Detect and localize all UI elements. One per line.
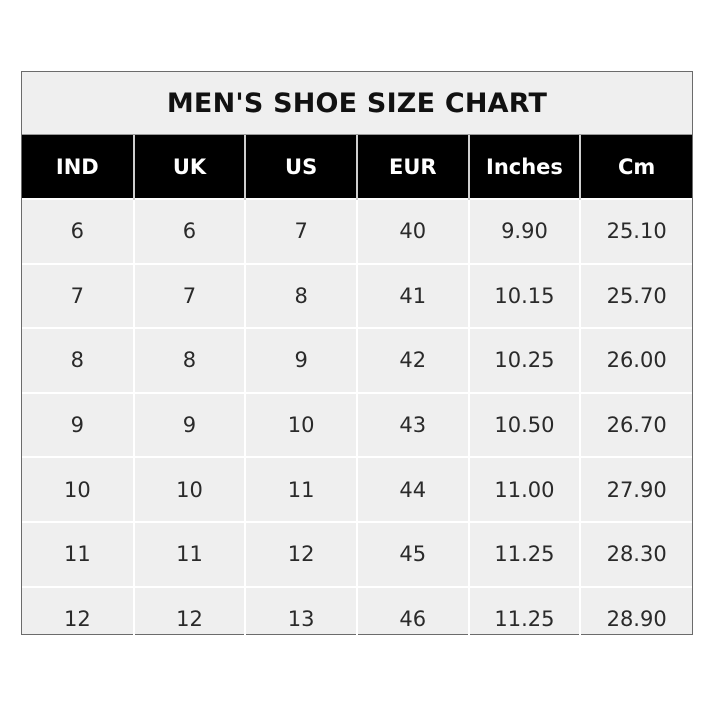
table-row: 7 7 8 41 10.15 25.70 bbox=[22, 262, 692, 329]
cell-inches: 11.00 bbox=[467, 456, 581, 522]
cell-ind: 9 bbox=[22, 391, 134, 458]
cell-eur: 43 bbox=[355, 391, 469, 458]
column-header-uk: UK bbox=[132, 135, 246, 199]
cell-us: 11 bbox=[244, 456, 357, 522]
cell-inches: 11.25 bbox=[467, 585, 581, 651]
cell-cm: 28.30 bbox=[579, 520, 692, 587]
cell-cm: 26.00 bbox=[579, 327, 692, 393]
cell-inches: 10.50 bbox=[467, 391, 581, 458]
cell-ind: 10 bbox=[22, 456, 134, 522]
table-row: 6 6 7 40 9.90 25.10 bbox=[22, 198, 692, 264]
cell-uk: 6 bbox=[132, 198, 246, 264]
cell-ind: 11 bbox=[22, 520, 134, 587]
size-table: IND UK US EUR Inches Cm 6 6 7 40 9.90 25.10 7 7 8 41 10… bbox=[22, 135, 692, 651]
cell-us: 13 bbox=[244, 585, 357, 651]
cell-cm: 27.90 bbox=[579, 456, 692, 522]
cell-eur: 41 bbox=[355, 262, 469, 329]
cell-uk: 7 bbox=[132, 262, 246, 329]
cell-inches: 9.90 bbox=[467, 198, 581, 264]
cell-uk: 8 bbox=[132, 327, 246, 393]
cell-cm: 25.70 bbox=[579, 262, 692, 329]
cell-eur: 45 bbox=[355, 520, 469, 587]
cell-inches: 11.25 bbox=[467, 520, 581, 587]
cell-eur: 42 bbox=[355, 327, 469, 393]
size-chart: MEN'S SHOE SIZE CHART IND UK US EUR Inches Cm… bbox=[21, 71, 693, 651]
table-row: 9 9 10 43 10.50 26.70 bbox=[22, 391, 692, 458]
cell-us: 9 bbox=[244, 327, 357, 393]
column-header-cm: Cm bbox=[579, 135, 692, 199]
cell-uk: 11 bbox=[132, 520, 246, 587]
table-row: 12 12 13 46 11.25 28.90 bbox=[22, 585, 692, 651]
column-header-ind: IND bbox=[22, 135, 134, 199]
table-row: 8 8 9 42 10.25 26.00 bbox=[22, 327, 692, 393]
cell-cm: 25.10 bbox=[579, 198, 692, 264]
cell-eur: 40 bbox=[355, 198, 469, 264]
cell-us: 8 bbox=[244, 262, 357, 329]
chart-title: MEN'S SHOE SIZE CHART bbox=[22, 72, 692, 135]
cell-eur: 46 bbox=[355, 585, 469, 651]
cell-us: 10 bbox=[244, 391, 357, 458]
cell-us: 12 bbox=[244, 520, 357, 587]
cell-uk: 12 bbox=[132, 585, 246, 651]
table-row: 11 11 12 45 11.25 28.30 bbox=[22, 520, 692, 587]
column-header-us: US bbox=[244, 135, 357, 199]
cell-ind: 8 bbox=[22, 327, 134, 393]
cell-ind: 7 bbox=[22, 262, 134, 329]
cell-cm: 28.90 bbox=[579, 585, 692, 651]
cell-inches: 10.25 bbox=[467, 327, 581, 393]
cell-cm: 26.70 bbox=[579, 391, 692, 458]
column-header-eur: EUR bbox=[355, 135, 469, 199]
cell-ind: 6 bbox=[22, 198, 134, 264]
cell-ind: 12 bbox=[22, 585, 134, 651]
cell-eur: 44 bbox=[355, 456, 469, 522]
cell-uk: 9 bbox=[132, 391, 246, 458]
cell-inches: 10.15 bbox=[467, 262, 581, 329]
table-row: 10 10 11 44 11.00 27.90 bbox=[22, 456, 692, 522]
cell-uk: 10 bbox=[132, 456, 246, 522]
column-header-inches: Inches bbox=[467, 135, 581, 199]
header-row: IND UK US EUR Inches Cm bbox=[22, 135, 692, 199]
cell-us: 7 bbox=[244, 198, 357, 264]
